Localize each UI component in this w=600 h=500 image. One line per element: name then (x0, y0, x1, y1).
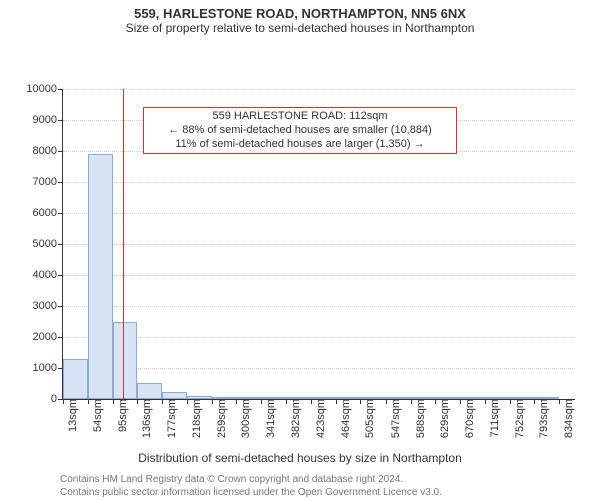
xtick-mark (137, 399, 138, 404)
annotation-box: 559 HARLESTONE ROAD: 112sqm← 88% of semi… (143, 107, 457, 154)
xtick-label: 711sqm (489, 399, 501, 437)
reference-line (123, 89, 124, 399)
ytick-label: 0 (51, 393, 63, 405)
ytick-label: 3000 (33, 300, 63, 312)
title-sub: Size of property relative to semi-detach… (0, 21, 600, 39)
xtick-mark (63, 399, 64, 404)
footer-line-2: Contains public sector information licen… (60, 486, 600, 499)
xtick-label: 259sqm (216, 399, 228, 438)
xtick-label: 752sqm (514, 399, 526, 438)
xtick-mark (311, 399, 312, 404)
xtick-label: 588sqm (415, 399, 427, 438)
gridline-h (63, 182, 575, 183)
plot-region: 0100020003000400050006000700080009000100… (62, 89, 575, 400)
xtick-mark (113, 399, 114, 404)
xtick-mark (336, 399, 337, 404)
chart-area: Number of semi-detached properties 01000… (0, 39, 600, 447)
ytick-label: 9000 (33, 114, 63, 126)
xtick-label: 464sqm (340, 399, 352, 438)
ytick-label: 6000 (33, 207, 63, 219)
xtick-label: 505sqm (364, 399, 376, 438)
histogram-bar (137, 383, 162, 399)
footer-line-1: Contains HM Land Registry data © Crown c… (60, 473, 600, 486)
ytick-label: 8000 (33, 145, 63, 157)
xtick-label: 670sqm (464, 399, 476, 438)
xtick-mark (534, 399, 535, 404)
xtick-label: 54sqm (92, 399, 104, 432)
ytick-label: 4000 (33, 269, 63, 281)
xtick-label: 547sqm (390, 399, 402, 438)
histogram-bar (162, 392, 187, 399)
x-axis-label: Distribution of semi-detached houses by … (0, 451, 600, 465)
xtick-mark (411, 399, 412, 404)
annotation-line2: ← 88% of semi-detached houses are smalle… (150, 124, 450, 138)
xtick-mark (559, 399, 560, 404)
xtick-mark (360, 399, 361, 404)
xtick-label: 177sqm (166, 399, 178, 438)
xtick-label: 629sqm (439, 399, 451, 438)
xtick-label: 834sqm (563, 399, 575, 438)
ytick-label: 10000 (26, 83, 63, 95)
xtick-mark (460, 399, 461, 404)
ytick-label: 7000 (33, 176, 63, 188)
ytick-label: 5000 (33, 238, 63, 250)
gridline-h (63, 89, 575, 90)
xtick-label: 136sqm (141, 399, 153, 438)
annotation-line3: 11% of semi-detached houses are larger (… (150, 138, 450, 152)
title-main: 559, HARLESTONE ROAD, NORTHAMPTON, NN5 6… (0, 0, 600, 21)
xtick-label: 13sqm (67, 399, 79, 432)
annotation-line1: 559 HARLESTONE ROAD: 112sqm (150, 110, 450, 124)
xtick-label: 95sqm (117, 399, 129, 432)
xtick-label: 300sqm (240, 399, 252, 438)
xtick-mark (236, 399, 237, 404)
ytick-label: 1000 (33, 362, 63, 374)
gridline-h (63, 244, 575, 245)
histogram-bar (88, 154, 113, 399)
xtick-label: 341sqm (265, 399, 277, 438)
xtick-mark (187, 399, 188, 404)
gridline-h (63, 275, 575, 276)
gridline-h (63, 306, 575, 307)
xtick-mark (261, 399, 262, 404)
ytick-label: 2000 (33, 331, 63, 343)
xtick-label: 423sqm (315, 399, 327, 438)
xtick-mark (485, 399, 486, 404)
xtick-mark (162, 399, 163, 404)
gridline-h (63, 213, 575, 214)
gridline-h (63, 337, 575, 338)
xtick-mark (510, 399, 511, 404)
xtick-mark (212, 399, 213, 404)
xtick-label: 382sqm (290, 399, 302, 438)
xtick-label: 793sqm (538, 399, 550, 438)
xtick-label: 218sqm (191, 399, 203, 438)
histogram-bar (113, 322, 138, 400)
attribution-footer: Contains HM Land Registry data © Crown c… (0, 473, 600, 499)
gridline-h (63, 368, 575, 369)
xtick-mark (435, 399, 436, 404)
xtick-mark (386, 399, 387, 404)
xtick-mark (88, 399, 89, 404)
histogram-bar (63, 359, 88, 399)
xtick-mark (286, 399, 287, 404)
